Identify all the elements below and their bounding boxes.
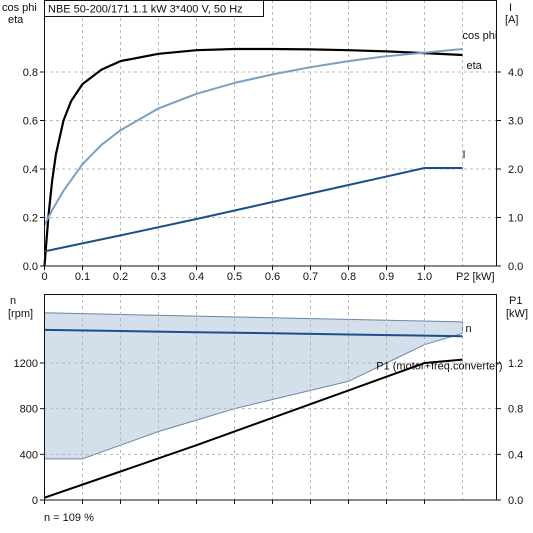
bottom-plot-frame [44, 294, 497, 501]
top-y-right-tick-label: 1.0 [508, 213, 523, 225]
top-left-axis-label-cos-phi: cos phi [2, 2, 37, 14]
top-series-line-eta [43, 47, 463, 267]
top-x-tick-label: 0.1 [75, 271, 90, 283]
bottom-right-axis-label: P1 [509, 295, 522, 307]
top-x-tick-label: 0 [41, 271, 47, 283]
speed-band-upper-edge [44, 312, 463, 323]
top-y-left-tick-label: 0.6 [23, 116, 38, 128]
top-y-right-tick-label: 3.0 [508, 116, 523, 128]
bottom-ticks: 0 400 800 1200 0.0 0.4 0.8 1.2 [14, 358, 524, 507]
bottom-left-axis-label: n [10, 295, 16, 307]
bottom-grid [44, 294, 497, 500]
speed-label: n [466, 323, 472, 335]
bottom-y-right-tick-label: 0.4 [508, 449, 523, 461]
top-x-tick-label: 0.2 [113, 271, 128, 283]
top-x-tick-label: 0.8 [341, 271, 356, 283]
top-plot: eta cos phi I 0 0.1 0.2 0.3 0.4 0.5 0.6 0.7 0.8 0.9… [23, 0, 524, 283]
top-series-label-I: I [463, 149, 466, 161]
p1-power-line [44, 358, 463, 499]
top-series-line-cos-phi [43, 48, 463, 226]
bottom-plot: n P1 (motor+freq.converter) 0 400 800 1200 0.… [14, 294, 524, 507]
bottom-series-group: n P1 (motor+freq.converter) [44, 323, 503, 499]
top-series-label-eta: eta [467, 60, 483, 72]
top-ticks: 0 0.1 0.2 0.3 0.4 0.5 0.6 0.7 0.8 0.9 1.0 0.0 0.2 0.4… [23, 67, 524, 283]
top-x-tick-label: 0.6 [265, 271, 280, 283]
bottom-y-right-tick-label: 0.0 [508, 495, 523, 507]
chart-title: NBE 50-200/171 1.1 kW 3*400 V, 50 Hz [48, 4, 243, 16]
top-x-tick-label: 0.5 [227, 271, 242, 283]
bottom-y-left-tick-label: 0 [32, 495, 38, 507]
top-y-left-tick-label: 0.4 [23, 164, 38, 176]
top-x-axis-label: P2 [kW] [456, 271, 495, 283]
bottom-y-left-tick-label: 1200 [14, 358, 38, 370]
speed-line [44, 328, 463, 338]
chart-title-box [44, 0, 264, 17]
top-series-label-cos-phi: cos phi [463, 30, 498, 42]
bottom-left-axis-unit: [rpm] [8, 308, 33, 320]
bottom-right-axis-unit: [kW] [506, 308, 528, 320]
top-plot-frame [44, 0, 497, 267]
top-right-axis-label: I [509, 2, 512, 14]
speed-band-group [44, 312, 463, 460]
speed-footnote: n = 109 % [44, 512, 94, 524]
top-grid [44, 0, 497, 266]
top-x-tick-label: 1.0 [417, 271, 432, 283]
bottom-y-right-tick-label: 1.2 [508, 358, 523, 370]
top-x-tick-label: 0.3 [151, 271, 166, 283]
top-x-tick-label: 0.7 [303, 271, 318, 283]
bottom-y-left-tick-label: 800 [20, 404, 38, 416]
top-series-line-I [44, 167, 463, 253]
top-series-group: eta cos phi I [43, 30, 498, 267]
bottom-y-left-tick-label: 400 [20, 449, 38, 461]
top-y-left-tick-label: 0.8 [23, 67, 38, 79]
top-left-axis-label-eta: eta [8, 14, 24, 26]
speed-band-area [44, 312, 463, 459]
top-y-right-tick-label: 0.0 [508, 261, 523, 273]
bottom-y-right-tick-label: 0.8 [508, 404, 523, 416]
p1-power-label: P1 (motor+freq.converter) [376, 361, 502, 373]
top-y-left-tick-label: 0.2 [23, 213, 38, 225]
top-y-right-tick-label: 4.0 [508, 67, 523, 79]
top-y-right-tick-label: 2.0 [508, 164, 523, 176]
speed-band-lower-edge [44, 332, 463, 460]
top-plot-background [44, 0, 497, 266]
top-x-tick-label: 0.4 [189, 271, 204, 283]
top-y-left-tick-label: 0.0 [23, 261, 38, 273]
top-x-tick-label: 0.9 [379, 271, 394, 283]
top-right-axis-unit: [A] [505, 14, 518, 26]
